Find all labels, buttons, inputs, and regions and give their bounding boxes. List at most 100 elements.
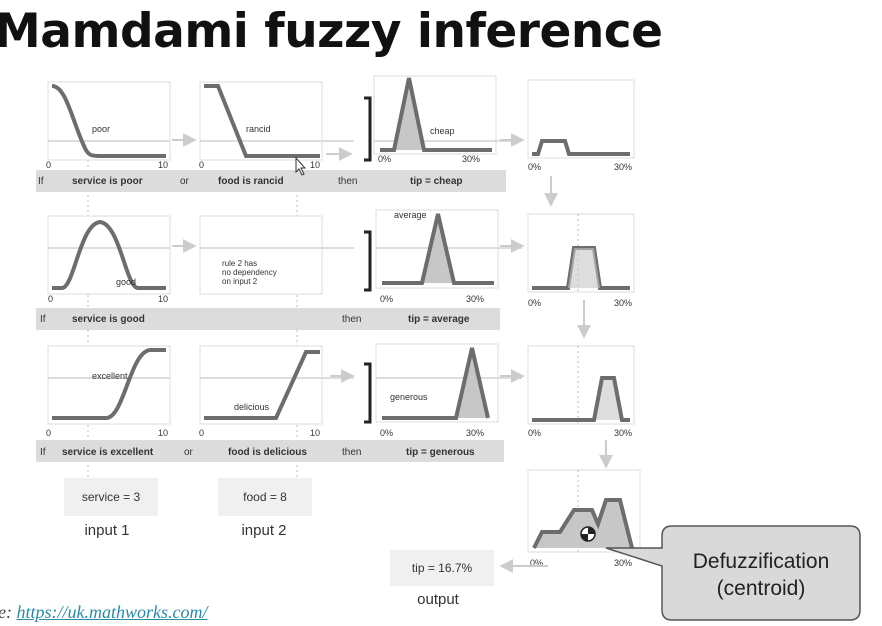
axis-out-max: 30% — [466, 294, 484, 304]
rule-connector: or — [180, 176, 190, 187]
rule-3: If service is excellent or food is delic… — [36, 343, 635, 469]
out-curve-average — [382, 213, 494, 285]
axis-max: 10 — [158, 294, 168, 304]
source-link[interactable]: https://uk.mathworks.com/ — [16, 602, 208, 622]
clipped-curve-generous — [532, 376, 630, 422]
rule-2: If service is good then tip = average go… — [36, 209, 635, 339]
mf-label-delicious: delicious — [234, 402, 270, 412]
aggregate-curve — [532, 498, 634, 549]
rule2-note-line3: on input 2 — [222, 277, 258, 286]
axis-out-max: 30% — [462, 154, 480, 164]
implication-bracket — [364, 362, 372, 424]
rule-bar — [36, 440, 504, 462]
mf-label-poor: poor — [92, 124, 110, 134]
rule-bar — [36, 170, 506, 192]
out-fill — [394, 78, 424, 150]
out-box-cheap — [373, 75, 497, 155]
mf-box-excellent — [47, 345, 171, 425]
mf-box-rancid — [199, 81, 323, 161]
centroid-marker-fill — [581, 527, 595, 541]
out-label-average: average — [394, 210, 427, 220]
mf-box-poor — [47, 81, 171, 161]
input-1: service = 3 input 1 — [64, 478, 158, 539]
input1-value-box — [64, 478, 158, 516]
callout-line1: Defuzzification — [693, 550, 830, 573]
axis-out-max: 30% — [614, 558, 632, 568]
mouse-cursor-icon — [295, 156, 307, 176]
axis-max: 10 — [310, 428, 320, 438]
page-title: Mamdami fuzzy inference — [0, 4, 663, 59]
input2-value-box — [218, 478, 312, 516]
rule-output-clause: tip = average — [408, 314, 470, 325]
defuzzification-callout: Defuzzification (centroid) — [605, 525, 861, 621]
axis-min: 0 — [199, 428, 204, 438]
axis-min: 0 — [199, 160, 204, 170]
axis-out-max: 30% — [614, 428, 632, 438]
clipped-curve-cheap — [532, 139, 630, 156]
rule-if: If — [40, 314, 46, 325]
rule-input1-clause: service is poor — [72, 176, 143, 187]
axis-out-min: 0% — [380, 294, 393, 304]
out-fill — [456, 348, 488, 418]
rule2-note-line2: no dependency — [222, 268, 277, 277]
mf-curve-excellent — [52, 348, 166, 420]
aggregated-output: 0% 30% — [499, 469, 641, 573]
callout-bubble — [605, 525, 861, 621]
axis-max: 10 — [158, 160, 168, 170]
axis-out-min: 0% — [528, 298, 541, 308]
mf-curve-good — [52, 219, 166, 290]
axis-max: 10 — [158, 428, 168, 438]
input1-value: service = 3 — [82, 490, 141, 504]
mf-label-good: good — [116, 277, 136, 287]
source-prefix: e: — [0, 602, 12, 622]
rule-if: If — [38, 176, 44, 187]
mf-curve-delicious — [204, 350, 320, 420]
rule-then: then — [338, 176, 357, 187]
input1-caption: input 1 — [84, 522, 129, 539]
mf-curve-rancid — [204, 84, 320, 158]
out-fill — [422, 214, 454, 283]
output: tip = 16.7% output — [390, 550, 494, 608]
rule-if: If — [40, 447, 46, 458]
axis-out-min: 0% — [528, 428, 541, 438]
rule2-note-line1: rule 2 has — [222, 259, 257, 268]
rule-bar — [36, 308, 500, 330]
callout-line2: (centroid) — [717, 577, 806, 600]
axis-min: 0 — [48, 294, 53, 304]
axis-out-min: 0% — [528, 162, 541, 172]
rule-then: then — [342, 447, 361, 458]
rule-input1-clause: service is excellent — [62, 447, 154, 458]
output-value: tip = 16.7% — [412, 561, 473, 575]
mf-label-excellent: excellent — [92, 371, 128, 381]
mf-box-none — [199, 215, 323, 295]
out-curve-generous — [382, 347, 490, 420]
rule-input1-clause: service is good — [72, 314, 145, 325]
input2-caption: input 2 — [241, 522, 286, 539]
input-2: food = 8 input 2 — [218, 478, 312, 539]
rule-output-clause: tip = generous — [406, 447, 475, 458]
rule-output-clause: tip = cheap — [410, 176, 463, 187]
rule-then: then — [342, 314, 361, 325]
axis-out-max: 30% — [466, 428, 484, 438]
rule-connector: or — [184, 447, 194, 458]
mf-label-rancid: rancid — [246, 124, 271, 134]
axis-out-min: 0% — [380, 428, 393, 438]
implication-bracket — [364, 96, 372, 162]
mf-curve-poor — [51, 84, 166, 158]
out-label-generous: generous — [390, 392, 428, 402]
input2-value: food = 8 — [243, 490, 287, 504]
rule-1: If service is poor or food is rancid the… — [36, 75, 635, 207]
clipped-fill — [568, 248, 600, 288]
axis-min: 0 — [46, 160, 51, 170]
aggregate-fill — [534, 500, 632, 548]
output-value-box — [390, 550, 494, 586]
axis-out-max: 30% — [614, 162, 632, 172]
clipped-box-cheap — [527, 79, 635, 159]
rule-input2-clause: food is delicious — [228, 447, 307, 458]
source-citation: e: https://uk.mathworks.com/ — [0, 602, 207, 623]
axis-min: 0 — [46, 428, 51, 438]
axis-out-min: 0% — [530, 558, 543, 568]
axis-out-min: 0% — [378, 154, 391, 164]
output-caption: output — [417, 591, 460, 608]
